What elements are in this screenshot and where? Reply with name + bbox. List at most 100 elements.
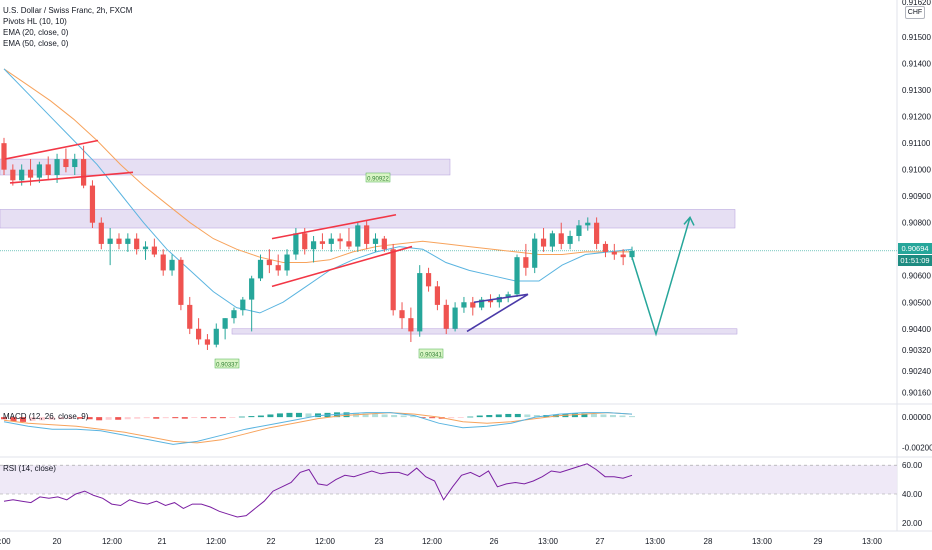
flag-upper-line bbox=[4, 139, 99, 160]
time-tick-label: 13:00 bbox=[862, 537, 883, 546]
macd-histogram-bar bbox=[505, 413, 512, 418]
candle-body bbox=[204, 339, 211, 345]
candle-body bbox=[63, 159, 69, 168]
currency-badge[interactable]: CHF bbox=[905, 6, 925, 19]
candle-body bbox=[337, 238, 343, 242]
macd-histogram-bar bbox=[238, 416, 245, 418]
rsi-tick-label: 20.00 bbox=[902, 519, 923, 528]
candle-body bbox=[1, 143, 7, 170]
macd-histogram-bar bbox=[486, 415, 493, 418]
macd-histogram-bar bbox=[629, 416, 635, 418]
wedge-upper-line bbox=[271, 213, 397, 240]
candle-body bbox=[319, 241, 326, 244]
macd-histogram-bar bbox=[609, 415, 616, 418]
pivot-low-label-box bbox=[214, 358, 240, 369]
time-tick-label: 13:00 bbox=[752, 537, 773, 546]
time-tick-label: 12:00 bbox=[102, 537, 123, 546]
candle-body bbox=[257, 259, 264, 279]
macd-histogram-bar bbox=[143, 417, 150, 419]
candle-body bbox=[408, 318, 414, 332]
candle-body bbox=[576, 225, 582, 236]
macd-histogram-bar bbox=[86, 417, 93, 420]
macd-histogram-bar bbox=[181, 417, 188, 419]
projection-arrowhead bbox=[683, 216, 695, 226]
candle-body bbox=[222, 318, 228, 329]
macd-histogram-bar bbox=[124, 417, 131, 420]
macd-histogram-bar bbox=[372, 413, 379, 418]
macd-histogram-bar bbox=[476, 415, 483, 418]
candle-body bbox=[611, 251, 617, 255]
price-tick-label: 0.90900 bbox=[902, 192, 931, 201]
macd-histogram-bar bbox=[514, 413, 521, 418]
candle-body bbox=[125, 238, 131, 244]
time-tick-label: 20 bbox=[53, 537, 62, 546]
macd-histogram-bar bbox=[267, 414, 274, 418]
macd-histogram-bar bbox=[400, 415, 407, 418]
candle-body bbox=[195, 328, 202, 340]
candle-body bbox=[434, 286, 441, 305]
triangle-upper-line bbox=[473, 293, 529, 304]
time-tick-label: 12:00 bbox=[206, 537, 227, 546]
macd-histogram-bar bbox=[619, 415, 626, 418]
macd-histogram-bar bbox=[495, 414, 502, 418]
time-tick-label: 13:00 bbox=[645, 537, 666, 546]
candle-body bbox=[19, 169, 25, 181]
ema50-line bbox=[3, 68, 632, 263]
candle-body bbox=[328, 238, 334, 244]
symbol-title: U.S. Dollar / Swiss Franc, 2h, FXCM bbox=[3, 6, 133, 15]
candle-body bbox=[479, 299, 485, 308]
ema20-line bbox=[3, 68, 633, 314]
macd-histogram-bar bbox=[29, 417, 36, 421]
time-tick-label: 27 bbox=[596, 537, 605, 546]
macd-histogram-bar bbox=[39, 417, 46, 421]
bar-countdown: 01:51:09 bbox=[898, 255, 932, 266]
candle-body bbox=[116, 238, 122, 244]
macd-histogram-bar bbox=[448, 417, 455, 419]
time-tick-label: 28 bbox=[704, 537, 713, 546]
candle-body bbox=[310, 241, 317, 250]
macd-histogram-bar bbox=[467, 416, 474, 418]
candle-body bbox=[602, 243, 609, 252]
time-tick-label: 12:00 bbox=[422, 537, 443, 546]
candle-body bbox=[72, 159, 78, 168]
macd-histogram-bar bbox=[67, 417, 74, 419]
candle-body bbox=[594, 222, 600, 244]
rsi-legend: RSI (14, close) bbox=[3, 464, 56, 473]
macd-histogram-bar bbox=[419, 417, 426, 418]
macd-histogram-bar bbox=[105, 417, 112, 420]
macd-histogram-bar bbox=[590, 413, 597, 418]
candle-body bbox=[346, 241, 352, 247]
candle-body bbox=[514, 257, 520, 295]
macd-histogram-bar bbox=[248, 416, 255, 418]
time-tick-label: 22 bbox=[267, 537, 276, 546]
macd-histogram-bar bbox=[153, 417, 160, 419]
ema50-legend: EMA (50, close, 0) bbox=[3, 39, 69, 48]
macd-histogram-bar bbox=[391, 415, 398, 418]
pivot-low-label: 0.90337 bbox=[216, 363, 238, 369]
projection-path bbox=[629, 217, 691, 337]
candle-body bbox=[151, 246, 157, 255]
rsi-band bbox=[0, 465, 897, 494]
price-tick-label: 0.90800 bbox=[902, 219, 931, 228]
macd-histogram-bar bbox=[362, 413, 369, 418]
candle-body bbox=[81, 159, 87, 186]
macd-histogram-bar bbox=[429, 417, 436, 419]
candle-body bbox=[302, 233, 308, 250]
candle-body bbox=[364, 225, 370, 244]
time-tick-label: 29 bbox=[814, 537, 823, 546]
candle-body bbox=[36, 164, 42, 178]
candle-body bbox=[443, 304, 449, 329]
time-tick-label: 26 bbox=[490, 537, 499, 546]
macd-histogram-bar bbox=[48, 417, 55, 420]
candle-body bbox=[549, 233, 555, 247]
macd-histogram-bar bbox=[410, 416, 417, 418]
triangle-lower-line bbox=[466, 293, 529, 333]
macd-line bbox=[3, 412, 633, 445]
macd-histogram-bar bbox=[295, 412, 302, 418]
candle-body bbox=[27, 169, 34, 178]
candle-body bbox=[399, 310, 405, 319]
price-tick-label: 0.90160 bbox=[902, 388, 931, 397]
price-tick-label: 0.90400 bbox=[902, 325, 931, 334]
candle-body bbox=[567, 235, 573, 244]
